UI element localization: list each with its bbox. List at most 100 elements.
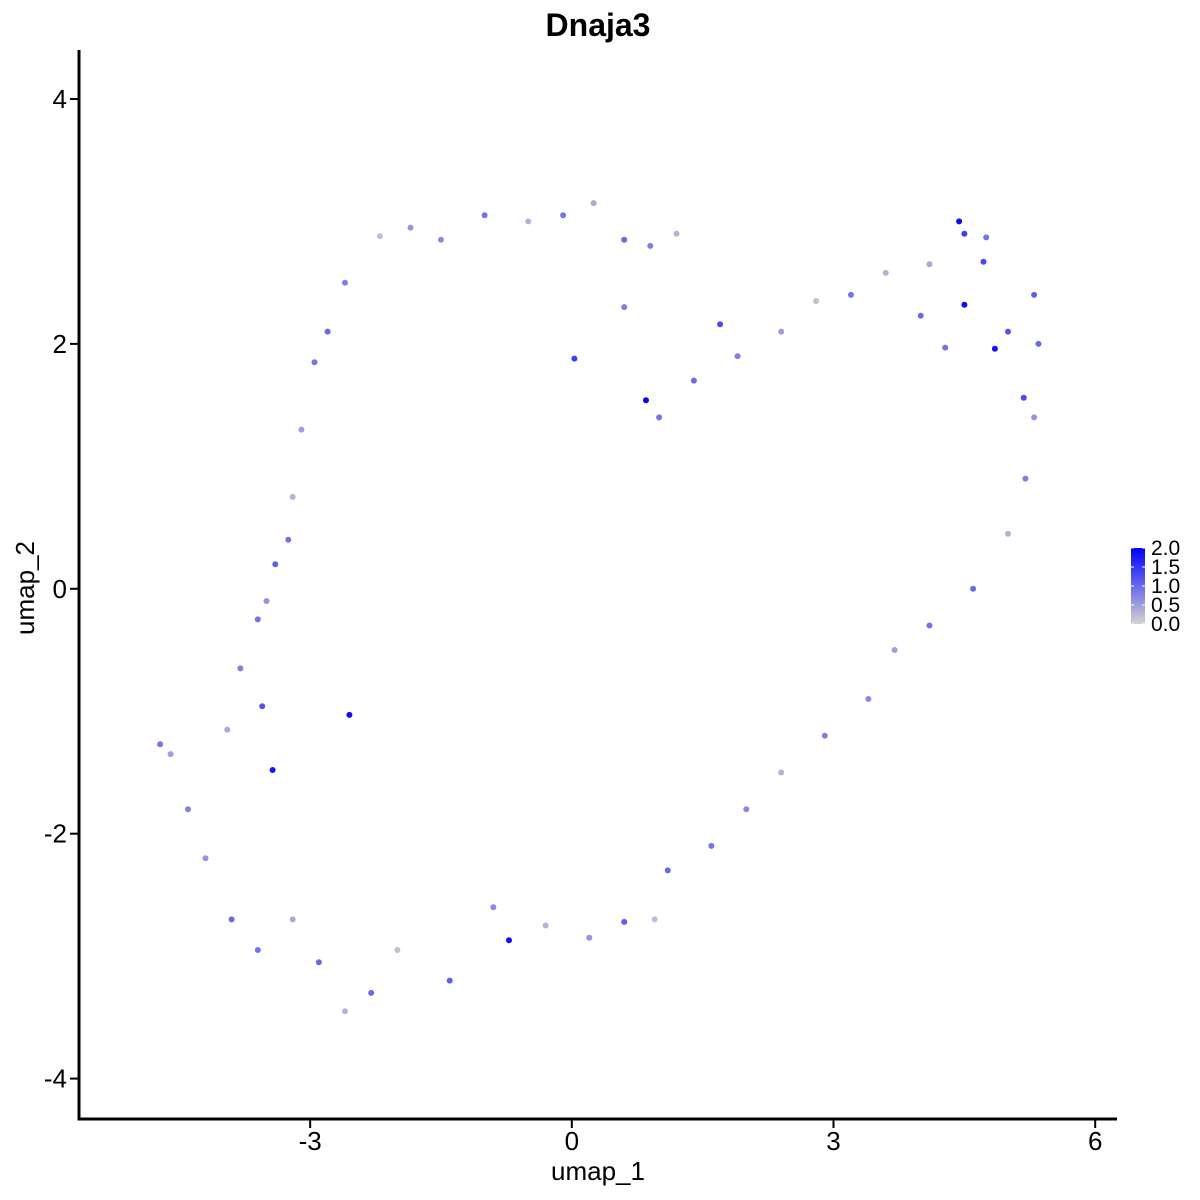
cell-point: [490, 904, 497, 911]
cell-point: [571, 355, 578, 362]
x-tick-label: 0: [565, 1126, 579, 1156]
cell-point: [664, 867, 671, 874]
cell-point: [237, 665, 244, 672]
cell-point: [673, 230, 680, 237]
cell-point: [346, 711, 353, 718]
cell-point: [590, 200, 597, 207]
cell-point: [865, 696, 872, 702]
legend-colorbar: [1131, 548, 1145, 624]
cell-point: [254, 616, 261, 623]
cell-point: [1022, 475, 1029, 482]
y-tick-label: -2: [44, 819, 67, 849]
cell-point: [778, 769, 785, 776]
color-legend: 2.01.51.00.50.0: [1131, 537, 1180, 636]
cell-point: [324, 328, 331, 335]
cell-point: [980, 258, 987, 265]
x-tick-label: 6: [1088, 1126, 1102, 1156]
cell-point: [970, 585, 977, 592]
axes: [77, 50, 1117, 1121]
cell-point: [926, 622, 933, 629]
cell-point: [734, 353, 741, 360]
cell-point: [254, 947, 261, 953]
cell-point: [167, 751, 174, 758]
cell-point: [586, 934, 593, 941]
cell-point: [743, 806, 750, 813]
cell-point: [263, 598, 270, 604]
cell-point: [882, 269, 889, 276]
chart-title: Dnaja3: [546, 7, 651, 43]
cell-point: [506, 937, 512, 944]
cell-point: [259, 703, 266, 710]
x-axis-title: umap_1: [551, 1156, 645, 1186]
cell-point: [1031, 291, 1038, 298]
cell-point: [778, 328, 785, 335]
cell-point: [651, 916, 658, 923]
cell-point: [1005, 530, 1011, 537]
legend-label: 2.0: [1151, 537, 1180, 560]
cell-point: [228, 916, 235, 923]
cell-point: [647, 242, 654, 249]
y-tick-label: 4: [53, 84, 67, 114]
y-tick-label: 0: [53, 574, 67, 604]
cell-point: [394, 947, 401, 953]
cell-point: [656, 414, 663, 421]
cell-point: [891, 647, 898, 653]
cell-point: [342, 279, 348, 286]
cell-point: [560, 212, 567, 219]
cell-point: [311, 359, 318, 366]
cell-point: [315, 959, 322, 966]
cell-point: [157, 741, 164, 748]
cell-point: [376, 233, 383, 240]
cell-point: [342, 1008, 348, 1015]
cell-point: [289, 916, 296, 923]
cell-point: [983, 234, 990, 241]
legend-label: 0.5: [1151, 594, 1180, 617]
cell-point: [708, 842, 715, 849]
cell-point: [438, 236, 444, 243]
x-tick-label: -3: [299, 1126, 322, 1156]
cell-point: [917, 312, 924, 319]
cell-point: [991, 345, 998, 352]
cell-point: [961, 230, 968, 237]
cell-point: [407, 224, 414, 231]
y-axis-title: umap_2: [10, 541, 40, 635]
cell-point: [272, 561, 279, 568]
cell-point: [285, 536, 292, 543]
cell-point: [926, 261, 933, 268]
cell-point: [956, 218, 963, 225]
cell-point: [269, 767, 276, 773]
cell-point: [848, 291, 854, 298]
ticks: -3 0 3 6 -4 -2 0 2 4: [44, 84, 1103, 1156]
cell-point: [1020, 394, 1027, 401]
cell-point: [446, 977, 453, 984]
legend-label: 1.0: [1151, 575, 1180, 598]
y-tick-label: -4: [44, 1064, 67, 1094]
cell-point: [224, 726, 231, 733]
cell-point: [1005, 328, 1011, 335]
cell-point: [542, 922, 549, 929]
cell-point: [298, 426, 305, 433]
cell-point: [961, 301, 968, 308]
legend-label: 1.5: [1151, 556, 1180, 579]
cell-point: [942, 344, 949, 351]
cell-point: [621, 236, 628, 243]
cell-point: [481, 212, 488, 219]
cell-point: [690, 377, 697, 384]
legend-label: 0.0: [1151, 613, 1180, 636]
cell-point: [202, 855, 209, 862]
cell-point: [643, 397, 649, 404]
cell-point: [525, 218, 532, 225]
cell-point: [368, 989, 375, 996]
cell-point: [621, 304, 628, 311]
x-tick-label: 3: [826, 1126, 840, 1156]
cell-point: [1031, 414, 1038, 421]
cell-point: [185, 806, 191, 813]
points-layer: [157, 200, 1042, 1015]
cell-point: [289, 493, 296, 500]
cell-point: [717, 321, 724, 328]
cell-point: [621, 918, 628, 925]
cell-point: [813, 298, 820, 304]
y-tick-label: 2: [53, 329, 67, 359]
cell-point: [1035, 340, 1042, 347]
